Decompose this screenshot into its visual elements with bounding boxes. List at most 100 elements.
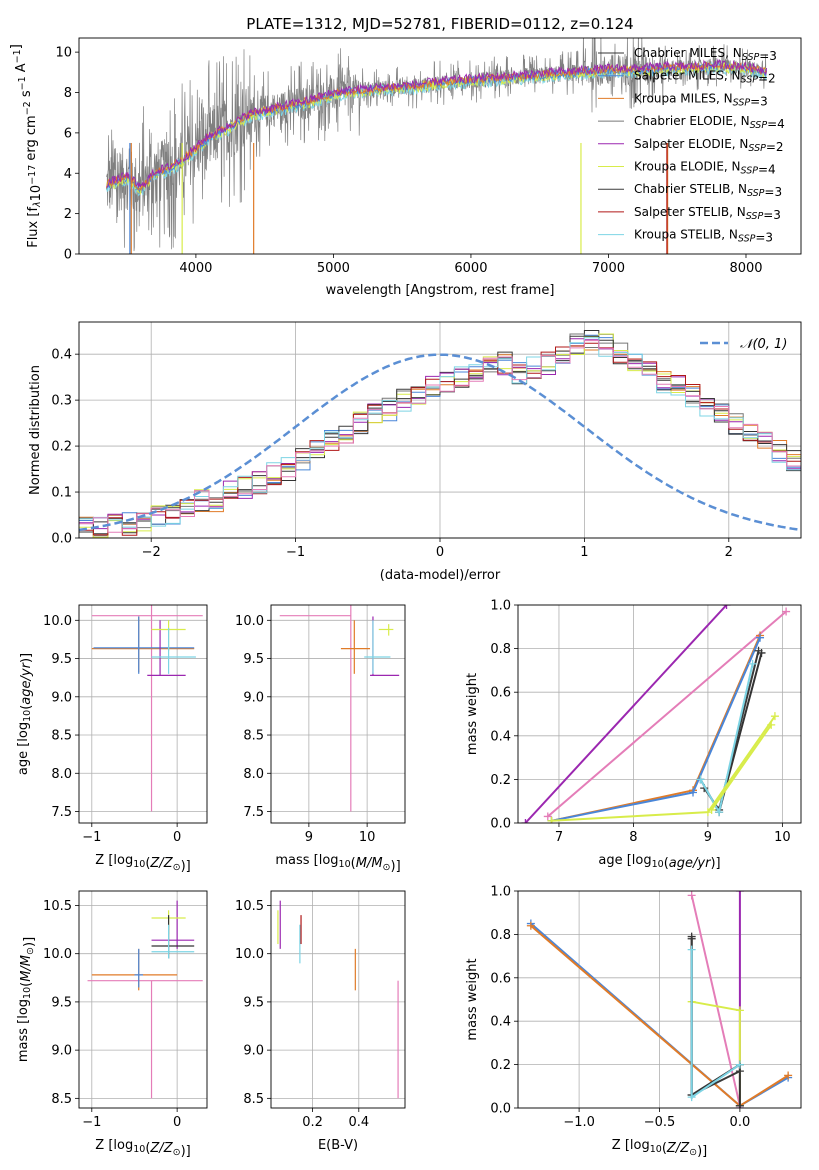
y-tick-label: 9.5 <box>243 652 264 667</box>
y-tick-label: 0.4 <box>490 1015 511 1030</box>
mass-weight-marker <box>526 921 535 930</box>
y-axis-label: mass weight <box>465 673 480 755</box>
y-tick-label: 9.0 <box>243 690 264 705</box>
mass-weight-marker <box>687 1093 696 1102</box>
legend: Chabrier MILES, NSSP=3 Salpeter MILES, NS… <box>598 46 785 245</box>
y-tick-label: 9.0 <box>51 690 72 705</box>
x-axis-label: wavelength [Angstrom, rest frame] <box>326 283 555 298</box>
x-tick-label: 0.0 <box>730 1115 751 1130</box>
mass-weight-marker <box>687 932 696 941</box>
y-tick-label: 10.0 <box>235 614 264 629</box>
y-tick-label: 8.5 <box>243 729 264 744</box>
legend-label: Kroupa MILES, NSSP=3 <box>634 91 768 108</box>
mass-weight-marker <box>735 1006 744 1015</box>
y-tick-label: 0.8 <box>490 928 511 943</box>
mass-weight-marker <box>770 712 779 721</box>
spectrum-chart: 4000 5000 6000 7000 8000 0 2 4 6 8 10 wavelength [A… <box>9 37 802 298</box>
x-tick-label: 0 <box>173 1115 181 1130</box>
y-tick-label: 9.5 <box>51 652 72 667</box>
mass_vs_EBV-chart: 0.2 0.4 8.5 9.0 9.5 10.0 10.5 E(B-V) <box>235 890 406 1153</box>
axes-frame <box>78 37 802 255</box>
y-tick-label: 8.5 <box>243 1092 264 1107</box>
x-tick-label: 8 <box>629 830 637 845</box>
x-tick-label: 5000 <box>317 261 350 276</box>
x-tick-label: 9 <box>305 830 313 845</box>
y-axis-label: age [log10(age/yr)] <box>16 653 34 775</box>
x-tick-label: −2 <box>142 545 161 560</box>
y-tick-label: 0.2 <box>51 440 72 455</box>
x-axis-label: mass [log10(M/M⊙)] <box>275 853 400 874</box>
x-tick-label: 7000 <box>592 261 625 276</box>
y-axis-label-text: age [log10(age/yr)] <box>16 653 34 775</box>
x-tick-label: −1 <box>82 830 101 845</box>
mass-weight-marker <box>696 775 705 784</box>
mass-weight-marker <box>521 819 530 823</box>
x-tick-label: 2 <box>725 545 733 560</box>
y-tick-label: 8.5 <box>51 1092 72 1107</box>
residual-histogram-step <box>79 337 801 528</box>
legend-label: Salpeter ELODIE, NSSP=2 <box>634 137 784 154</box>
y-tick-label: 10.0 <box>43 947 72 962</box>
age_vs_Z-plot-area <box>91 605 203 812</box>
y-tick-label: 8.0 <box>243 767 264 782</box>
x-tick-label: 7 <box>555 830 563 845</box>
y-tick-label: 0.8 <box>490 642 511 657</box>
y-tick-label: 0.4 <box>490 729 511 744</box>
legend-label: Kroupa STELIB, NSSP=3 <box>634 228 773 245</box>
x-tick-label: 10 <box>774 830 791 845</box>
mass-weight-line <box>710 724 773 811</box>
axes-frame <box>270 890 406 1109</box>
y-tick-label: 0.4 <box>51 348 72 363</box>
y-tick-label: 9.5 <box>51 995 72 1010</box>
y-axis-label-text: mass [log10(M/M⊙)] <box>16 937 37 1062</box>
x-tick-label: 9 <box>704 830 712 845</box>
y-tick-label: 7.5 <box>51 805 72 820</box>
age_vs_mass-plot-area <box>279 605 400 812</box>
axes-frame <box>78 321 802 539</box>
y-axis-label: Flux [fλ10−17 erg cm−2 s−1 A−1] <box>9 44 44 248</box>
spectrum-plot-area <box>106 38 768 254</box>
residual-histogram-step <box>79 340 801 533</box>
x-tick-label: 0.4 <box>348 1115 369 1130</box>
x-axis-label: (data-model)/error <box>380 568 501 583</box>
legend-label: 𝒩(0, 1) <box>740 337 787 352</box>
y-tick-label: 0 <box>64 248 72 263</box>
y-tick-label: 10.0 <box>43 614 72 629</box>
y-axis-label: mass [log10(M/M⊙)] <box>16 937 37 1062</box>
y-tick-label: 9.5 <box>243 995 264 1010</box>
mass-weight-marker <box>715 808 724 817</box>
y-tick-label: 4 <box>64 167 72 182</box>
x-tick-label: 0.2 <box>302 1115 323 1130</box>
mass-weight-line <box>524 605 728 823</box>
x-tick-label: 0 <box>436 545 444 560</box>
x-tick-label: −1 <box>286 545 305 560</box>
x-axis-label: Z [log10(Z/Z⊙)] <box>95 853 190 874</box>
normal-distribution-curve <box>79 353 799 532</box>
mass_vs_Z-chart: −1 0 8.5 9.0 9.5 10.0 10.5 Z [log10(Z/Z⊙)] mass … <box>16 890 208 1159</box>
mass_weight_vs_Z-chart: −1.0 −0.5 0.0 0.0 0.2 0.4 0.6 0.8 1.0 Z [log10(Z/… <box>465 885 802 1159</box>
x-tick-label: 6000 <box>454 261 487 276</box>
legend-label: Salpeter MILES, NSSP=2 <box>634 69 776 86</box>
x-axis-label: Z [log10(Z/Z⊙)] <box>95 1138 190 1159</box>
legend-label: Chabrier ELODIE, NSSP=4 <box>634 114 785 131</box>
residual_histogram-chart: −2 −1 0 1 2 0.0 0.1 0.2 0.3 0.4 (data-model)/error… <box>28 321 802 583</box>
mass-weight-marker <box>767 720 776 729</box>
y-tick-label: 7.5 <box>243 805 264 820</box>
y-tick-label: 6 <box>64 126 72 141</box>
axes-frame <box>78 604 208 824</box>
y-tick-label: 0.6 <box>490 686 511 701</box>
mass_weight_vs_age-plot-area <box>521 605 791 823</box>
mass_weight_vs_age-chart: 7 8 9 10 0.0 0.2 0.4 0.6 0.8 1.0 age [log10(age/yr… <box>465 599 802 871</box>
mass-weight-line <box>551 637 761 822</box>
y-tick-label: 1.0 <box>490 885 511 900</box>
mass-weight-marker <box>722 605 731 609</box>
mass_weight_vs_Z-plot-area <box>526 891 793 1108</box>
mass-weight-marker <box>748 659 757 668</box>
y-tick-label: 0.0 <box>490 1102 511 1117</box>
mass_vs_Z-plot-area <box>87 900 203 1099</box>
residual_histogram-plot-area <box>79 330 801 538</box>
y-tick-label: 8.0 <box>51 767 72 782</box>
axes-frame <box>517 890 802 1109</box>
x-axis-label: age [log10(age/yr)] <box>598 853 720 871</box>
y-tick-label: 8 <box>64 86 72 101</box>
